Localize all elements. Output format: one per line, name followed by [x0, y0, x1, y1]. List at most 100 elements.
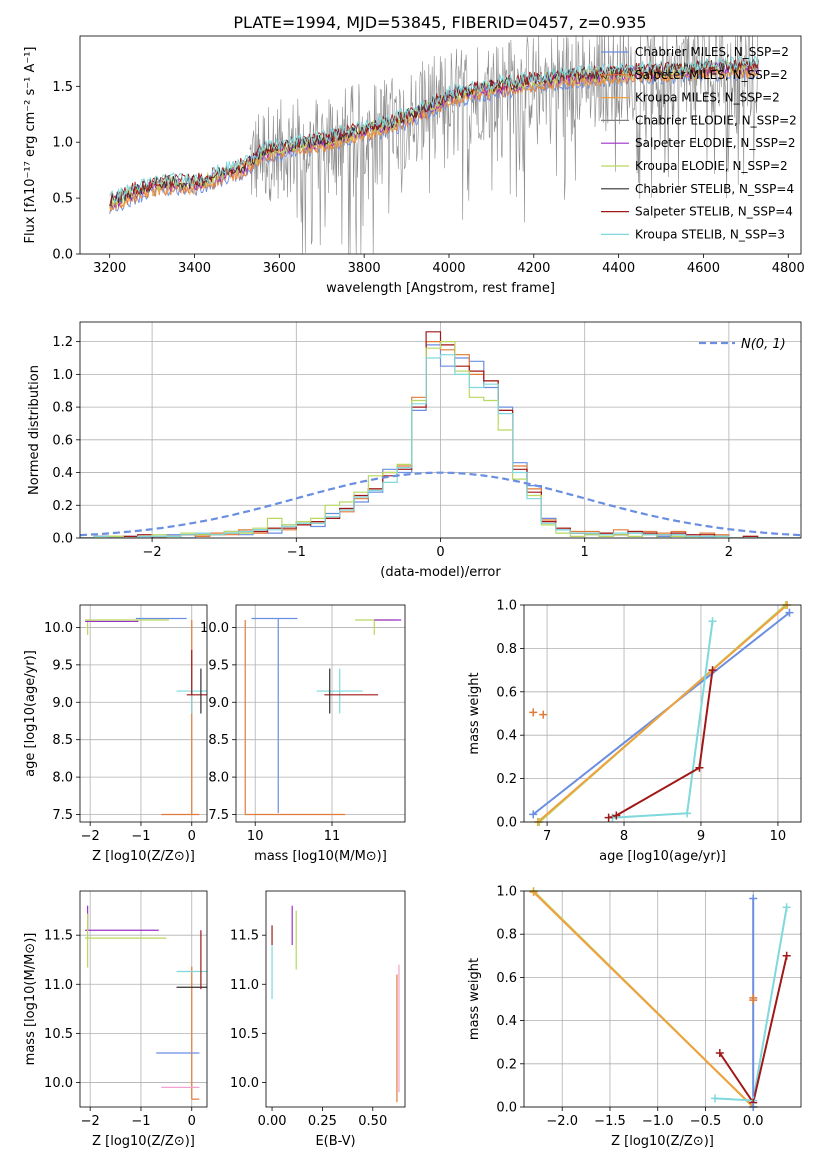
plot-area — [85, 905, 207, 1100]
x-tick-label: 8 — [620, 829, 628, 844]
point-marker — [539, 710, 548, 719]
x-tick-label: −2 — [143, 545, 162, 560]
x-tick-label: 0.00 — [258, 1114, 287, 1129]
y-tick-label: 8.0 — [208, 771, 229, 786]
x-tick-label: −1 — [287, 545, 306, 560]
y-tick-label: 7.5 — [52, 808, 73, 823]
y-tick-label: 10.0 — [200, 621, 229, 636]
x-tick-label: 4600 — [687, 261, 720, 276]
x-tick-label: 7 — [543, 829, 551, 844]
figure-title: PLATE=1994, MJD=53845, FIBERID=0457, z=0… — [233, 13, 646, 32]
point-marker — [529, 708, 538, 717]
legend-label: Chabrier STELIB, N_SSP=4 — [635, 182, 794, 196]
x-tick-label: 10 — [770, 829, 787, 844]
point-marker — [785, 608, 794, 617]
y-tick-label: 7.5 — [208, 808, 229, 823]
plot-area — [271, 905, 400, 1103]
histogram-step — [80, 354, 801, 538]
panel-age_vs_mass: 10 11 7.5 8.0 8.5 9.0 9.5 10.0 mass [log10(M/M⊙)… — [200, 604, 406, 864]
x-tick-label: 0 — [188, 829, 196, 844]
y-tick-label: 0.5 — [52, 192, 73, 207]
y-tick-label: 8.5 — [52, 733, 73, 748]
panels-layer: 3200 3400 3600 3800 4000 4200 4400 4600 48000.00… — [23, 35, 805, 1149]
legend-label: Salpeter ELODIE, N_SSP=2 — [635, 136, 796, 150]
x-tick-label: 4800 — [772, 261, 805, 276]
point-marker — [711, 1094, 720, 1103]
y-tick-label: 0.6 — [496, 971, 517, 986]
point-marker — [708, 617, 717, 626]
y-tick-label: 0.4 — [52, 466, 73, 481]
y-tick-label: 11.0 — [44, 978, 73, 993]
series-line — [532, 891, 754, 1107]
x-tick-label: −2.0 — [546, 1114, 578, 1129]
y-tick-label: 0.2 — [496, 772, 517, 787]
axes-frame — [523, 890, 802, 1108]
x-axis-label: mass [log10(M/M⊙)] — [254, 849, 387, 864]
x-tick-label: −1 — [131, 1114, 150, 1129]
x-tick-label: −0.5 — [690, 1114, 722, 1129]
point-marker — [529, 888, 538, 897]
x-axis-label: wavelength [Angstrom, rest frame] — [326, 281, 555, 296]
point-marker — [683, 809, 692, 818]
y-axis-label: mass weight — [467, 958, 482, 1040]
point-marker — [529, 810, 538, 819]
point-marker — [782, 951, 791, 960]
series-line — [537, 605, 788, 822]
plot-area — [109, 36, 760, 254]
panel-spectrum: 3200 3400 3600 3800 4000 4200 4400 4600 4800 0.0 0… — [23, 35, 805, 296]
point-marker — [749, 894, 758, 903]
point-marker — [604, 813, 613, 822]
x-tick-label: −1 — [131, 829, 150, 844]
legend-label: Kroupa STELIB, N_SSP=3 — [635, 227, 785, 241]
y-axis-label: Normed distribution — [27, 365, 42, 495]
x-axis-label: Z [log10(Z/Z⊙)] — [92, 1134, 195, 1149]
x-axis-label: (data-model)/error — [380, 565, 501, 580]
y-tick-label: 0.2 — [496, 1057, 517, 1072]
legend-label: Salpeter STELIB, N_SSP=4 — [635, 205, 793, 219]
x-tick-label: 11 — [324, 829, 341, 844]
y-tick-label: 0.0 — [52, 248, 73, 263]
y-tick-label: 0.8 — [52, 401, 73, 416]
panel-age_vs_Z: −2 −1 0 7.5 8.0 8.5 9.0 9.5 10.0 Z [log10(Z/Z⊙)] a… — [23, 604, 208, 864]
y-tick-label: 0.4 — [496, 729, 517, 744]
panel-massweight_vs_age: 7 8 9 10 0.0 0.2 0.4 0.6 0.8 1.0 age [log10(age/yr… — [467, 599, 802, 864]
x-axis-label: Z [log10(Z/Z⊙)] — [611, 1134, 714, 1149]
y-axis-label: age [log10(age/yr)] — [23, 650, 38, 777]
x-tick-label: 0 — [188, 1114, 196, 1129]
legend-label: Kroupa ELODIE, N_SSP=2 — [635, 159, 788, 173]
x-tick-label: −2 — [81, 829, 100, 844]
y-tick-label: 1.5 — [52, 80, 73, 95]
plot-area — [85, 617, 207, 816]
plot-area — [532, 891, 788, 1107]
x-tick-label: 10 — [247, 829, 264, 844]
y-tick-label: 10.0 — [230, 1076, 259, 1091]
y-tick-label: 9.0 — [52, 696, 73, 711]
plot-area — [244, 617, 402, 816]
point-marker — [612, 811, 621, 820]
x-tick-label: 0.25 — [308, 1114, 337, 1129]
panel-residuals: −2 −1 0 1 2 0.0 0.2 0.4 0.6 0.8 1.0 1.2 (data-model)… — [27, 321, 802, 580]
y-tick-label: 10.5 — [44, 1027, 73, 1042]
x-tick-label: 9 — [697, 829, 705, 844]
axes-frame — [79, 604, 208, 823]
y-axis-label: Flux [fλ10⁻¹⁷ erg cm⁻² s⁻¹ A⁻¹] — [23, 47, 38, 244]
x-tick-label: 4200 — [517, 261, 550, 276]
panel-massweight_vs_Z: −2.0 −1.5 −1.0 −0.5 0.0 0.0 0.2 0.4 0.6 0.8 1.0 Z [… — [467, 885, 802, 1149]
axes-frame — [265, 890, 406, 1108]
y-tick-label: 0.0 — [496, 1101, 517, 1116]
y-tick-label: 1.0 — [52, 368, 73, 383]
x-tick-label: 4000 — [432, 261, 465, 276]
y-tick-label: 1.0 — [496, 599, 517, 614]
x-tick-label: −2 — [81, 1114, 100, 1129]
x-tick-label: 4400 — [602, 261, 635, 276]
x-axis-label: E(B-V) — [315, 1134, 355, 1149]
x-axis-label: age [log10(age/yr)] — [599, 849, 726, 864]
normal-curve — [80, 471, 801, 537]
x-tick-label: 3800 — [348, 261, 381, 276]
y-tick-label: 10.0 — [44, 1076, 73, 1091]
y-tick-label: 10.0 — [44, 621, 73, 636]
x-tick-label: 3400 — [178, 261, 211, 276]
point-marker — [708, 666, 717, 675]
legend-label: Chabrier ELODIE, N_SSP=2 — [635, 113, 797, 127]
